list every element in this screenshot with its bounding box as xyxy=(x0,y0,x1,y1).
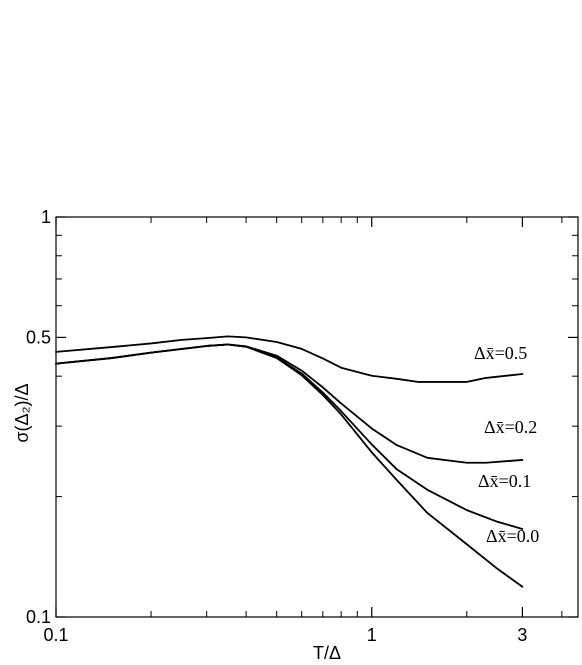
x-tick-label: 1 xyxy=(367,625,377,645)
y-tick-label: 1 xyxy=(41,207,51,227)
y-axis-ticks: 0.1 0.5 1 xyxy=(26,207,578,627)
series-lines xyxy=(55,335,524,588)
y-tick-label: 0.1 xyxy=(26,607,51,627)
plot-border xyxy=(55,216,579,618)
x-axis-ticks: 0.1 1 3 xyxy=(43,217,563,645)
series-label-2: Δx̄=0.1 xyxy=(478,471,531,491)
series-label-1: Δx̄=0.2 xyxy=(484,417,537,437)
x-axis-label: T/Δ xyxy=(313,643,341,663)
series-line-0 xyxy=(55,335,524,383)
series-label-3: Δx̄=0.0 xyxy=(486,526,539,546)
series-labels: Δx̄=0.5 Δx̄=0.2 Δx̄=0.1 Δx̄=0.0 xyxy=(474,343,539,546)
series-line-3 xyxy=(55,343,524,588)
x-tick-label: 3 xyxy=(517,625,527,645)
y-tick-label: 0.5 xyxy=(26,327,51,347)
x-tick-label: 0.1 xyxy=(43,625,68,645)
series-line-2 xyxy=(55,343,524,530)
series-label-0: Δx̄=0.5 xyxy=(474,343,527,363)
y-axis-label: σ(Δ₂)/Δ xyxy=(12,383,32,442)
series-line-1 xyxy=(55,343,524,464)
plot-frame xyxy=(55,216,579,618)
